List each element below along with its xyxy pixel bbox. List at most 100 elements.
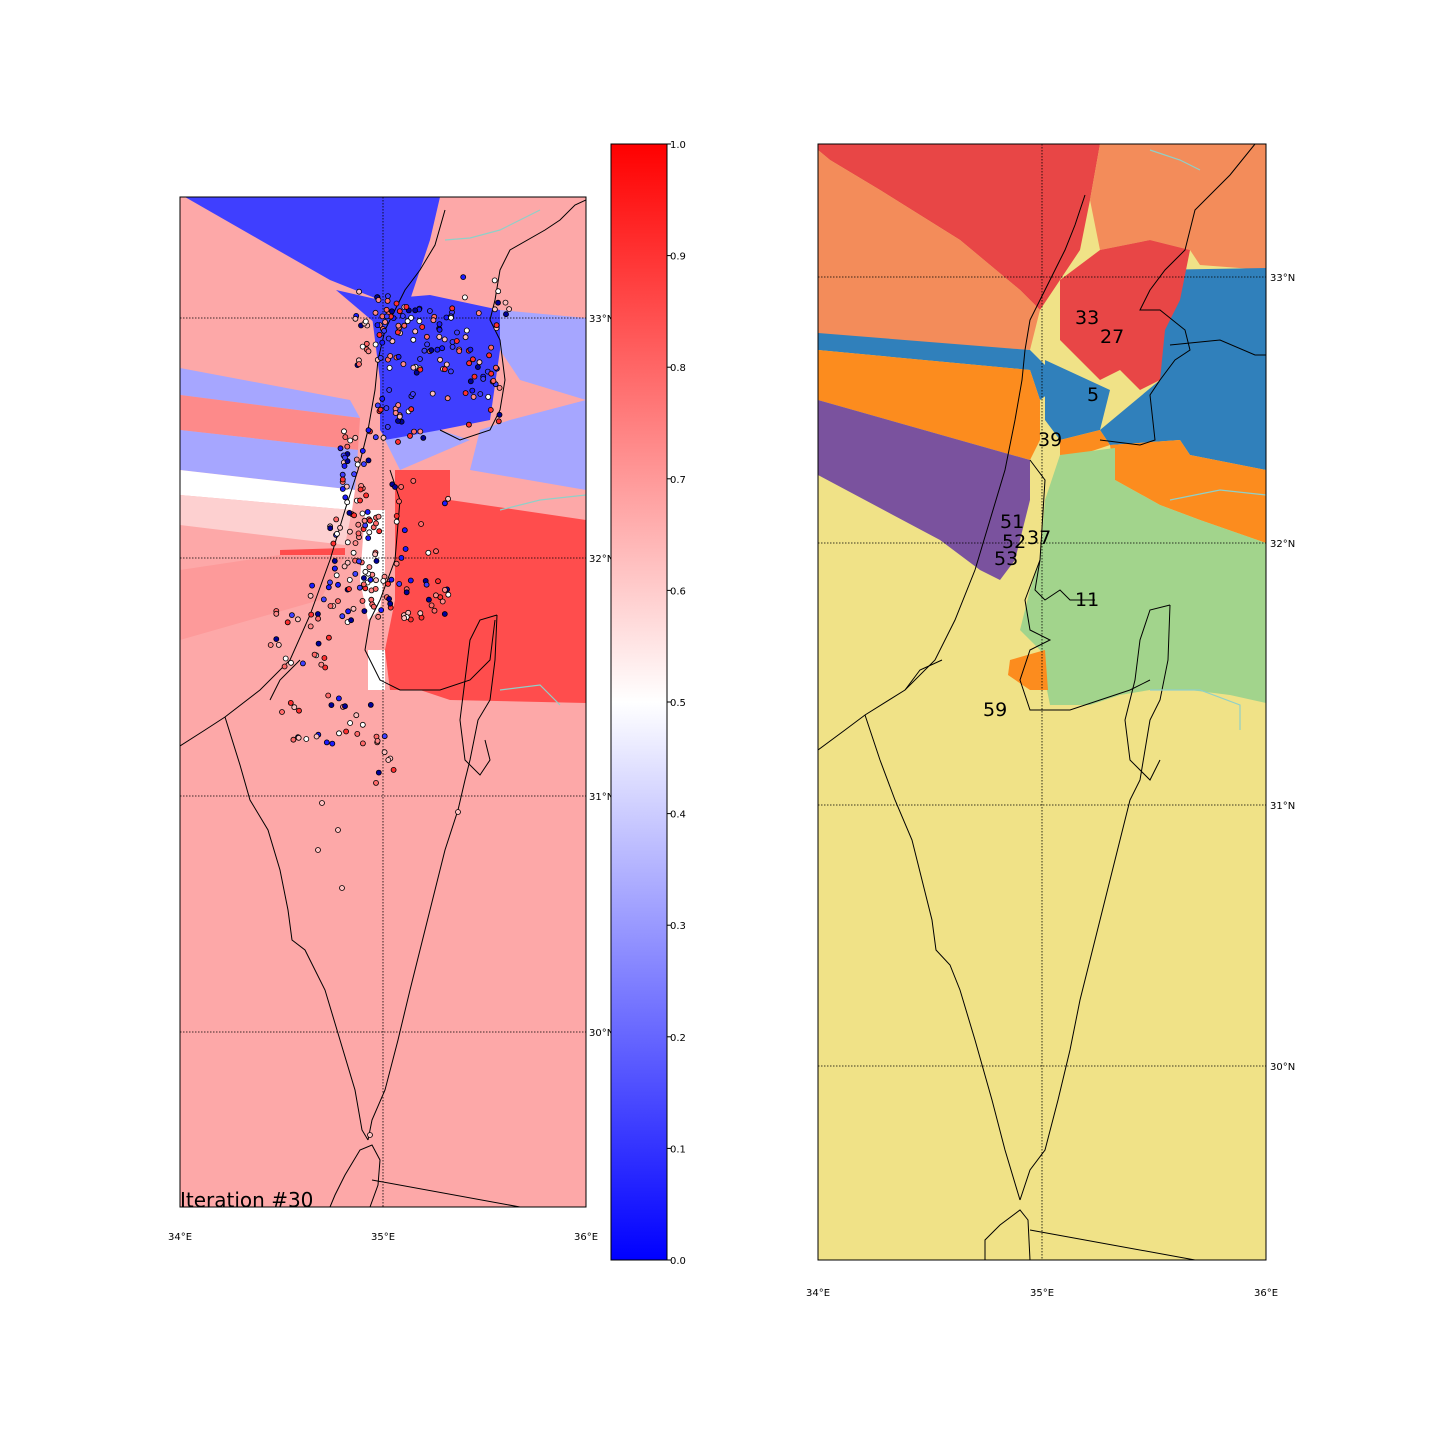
observation-point (307, 623, 314, 630)
observation-point (287, 700, 294, 706)
observation-point (421, 347, 428, 354)
observation-point (344, 559, 351, 566)
observation-point (441, 366, 448, 373)
observation-point (435, 578, 441, 585)
observation-point (365, 348, 372, 355)
observation-point (359, 447, 366, 454)
observation-point (323, 739, 330, 746)
observation-point (363, 340, 370, 347)
observation-point (351, 512, 358, 519)
observation-point (370, 603, 377, 610)
right-green-region (1020, 448, 1266, 705)
right-arava-border (1019, 604, 1171, 1201)
observation-point (377, 354, 384, 361)
observation-point (327, 525, 334, 532)
observation-point (296, 707, 302, 714)
left-red-block (385, 470, 586, 703)
right-sinai-border (864, 714, 1021, 1201)
right-west-bank-south (1019, 559, 1151, 711)
observation-point (387, 353, 394, 359)
right-salmon-west (818, 150, 1040, 350)
observation-point (434, 346, 441, 353)
observation-point (308, 611, 315, 618)
observation-point (372, 586, 379, 592)
observation-point (432, 592, 439, 599)
observation-point (378, 607, 385, 613)
observation-point (490, 377, 497, 384)
right-coastline (818, 194, 1086, 751)
observation-point (331, 565, 338, 572)
observation-point (355, 530, 362, 537)
right-river-east (1169, 489, 1266, 501)
observation-point (355, 521, 362, 528)
observation-point (347, 437, 354, 444)
observation-point (413, 369, 420, 376)
observation-point (462, 390, 469, 397)
observation-point (456, 348, 463, 355)
observation-point (390, 767, 397, 773)
right-red-interior (1060, 240, 1190, 390)
observation-point (466, 360, 473, 367)
observation-point (436, 321, 443, 328)
observation-point (372, 551, 379, 558)
observation-point (336, 730, 342, 737)
right-lat-tick-32N: 32°N (1270, 539, 1295, 550)
observation-point (348, 617, 355, 624)
colorbar-tick-label: 0.6 (670, 586, 686, 597)
observation-point (492, 364, 499, 371)
observation-point (417, 366, 424, 373)
right-salmon-ne (1090, 144, 1266, 270)
observation-point (327, 603, 334, 609)
observation-point (426, 308, 433, 314)
right-orange-south (1008, 650, 1048, 690)
observation-point (408, 314, 415, 321)
left-stripe-4 (180, 470, 355, 510)
observation-point (377, 406, 384, 413)
observation-point (433, 548, 439, 555)
observation-point (334, 530, 340, 537)
observation-point (279, 709, 285, 715)
right-lat-tick-30N: 30°N (1270, 1062, 1295, 1073)
observation-point (356, 584, 363, 591)
left-lat-tick-30N: 30°N (589, 1028, 614, 1039)
observation-point (395, 402, 402, 409)
left-blue-wedge (185, 197, 440, 300)
right-purple-band (818, 400, 1030, 580)
observation-point (372, 309, 379, 316)
observation-point (395, 353, 402, 360)
observation-point (290, 736, 297, 743)
observation-point (282, 655, 289, 662)
observation-point (342, 434, 349, 441)
colorbar-tick-label: 0.9 (670, 252, 686, 263)
observation-point (496, 384, 503, 391)
observation-point (495, 299, 501, 306)
observation-point (410, 477, 417, 484)
observation-point (471, 373, 478, 380)
observation-point (387, 600, 394, 607)
left-pink-band (180, 555, 345, 640)
observation-point (342, 454, 348, 461)
observation-point (424, 341, 431, 348)
observation-point (407, 577, 414, 584)
observation-point (346, 510, 353, 516)
observation-point (417, 356, 423, 362)
observation-point (463, 327, 470, 334)
region-label-59: 59 (983, 699, 1007, 721)
observation-point (384, 297, 391, 304)
observation-point (403, 589, 410, 596)
observation-point (441, 587, 448, 593)
observation-point (373, 577, 379, 584)
observation-point (353, 712, 360, 719)
observation-point (325, 584, 332, 591)
left-stripe-2 (180, 395, 360, 450)
observation-point (353, 456, 360, 463)
observation-point (375, 769, 382, 776)
observation-point (476, 359, 483, 366)
observation-point (354, 461, 361, 468)
observation-point (503, 311, 509, 318)
observation-point (401, 322, 408, 329)
observation-point (382, 319, 389, 326)
observation-point (417, 610, 424, 617)
observation-point (461, 294, 468, 301)
region-label-27: 27 (1100, 326, 1124, 348)
